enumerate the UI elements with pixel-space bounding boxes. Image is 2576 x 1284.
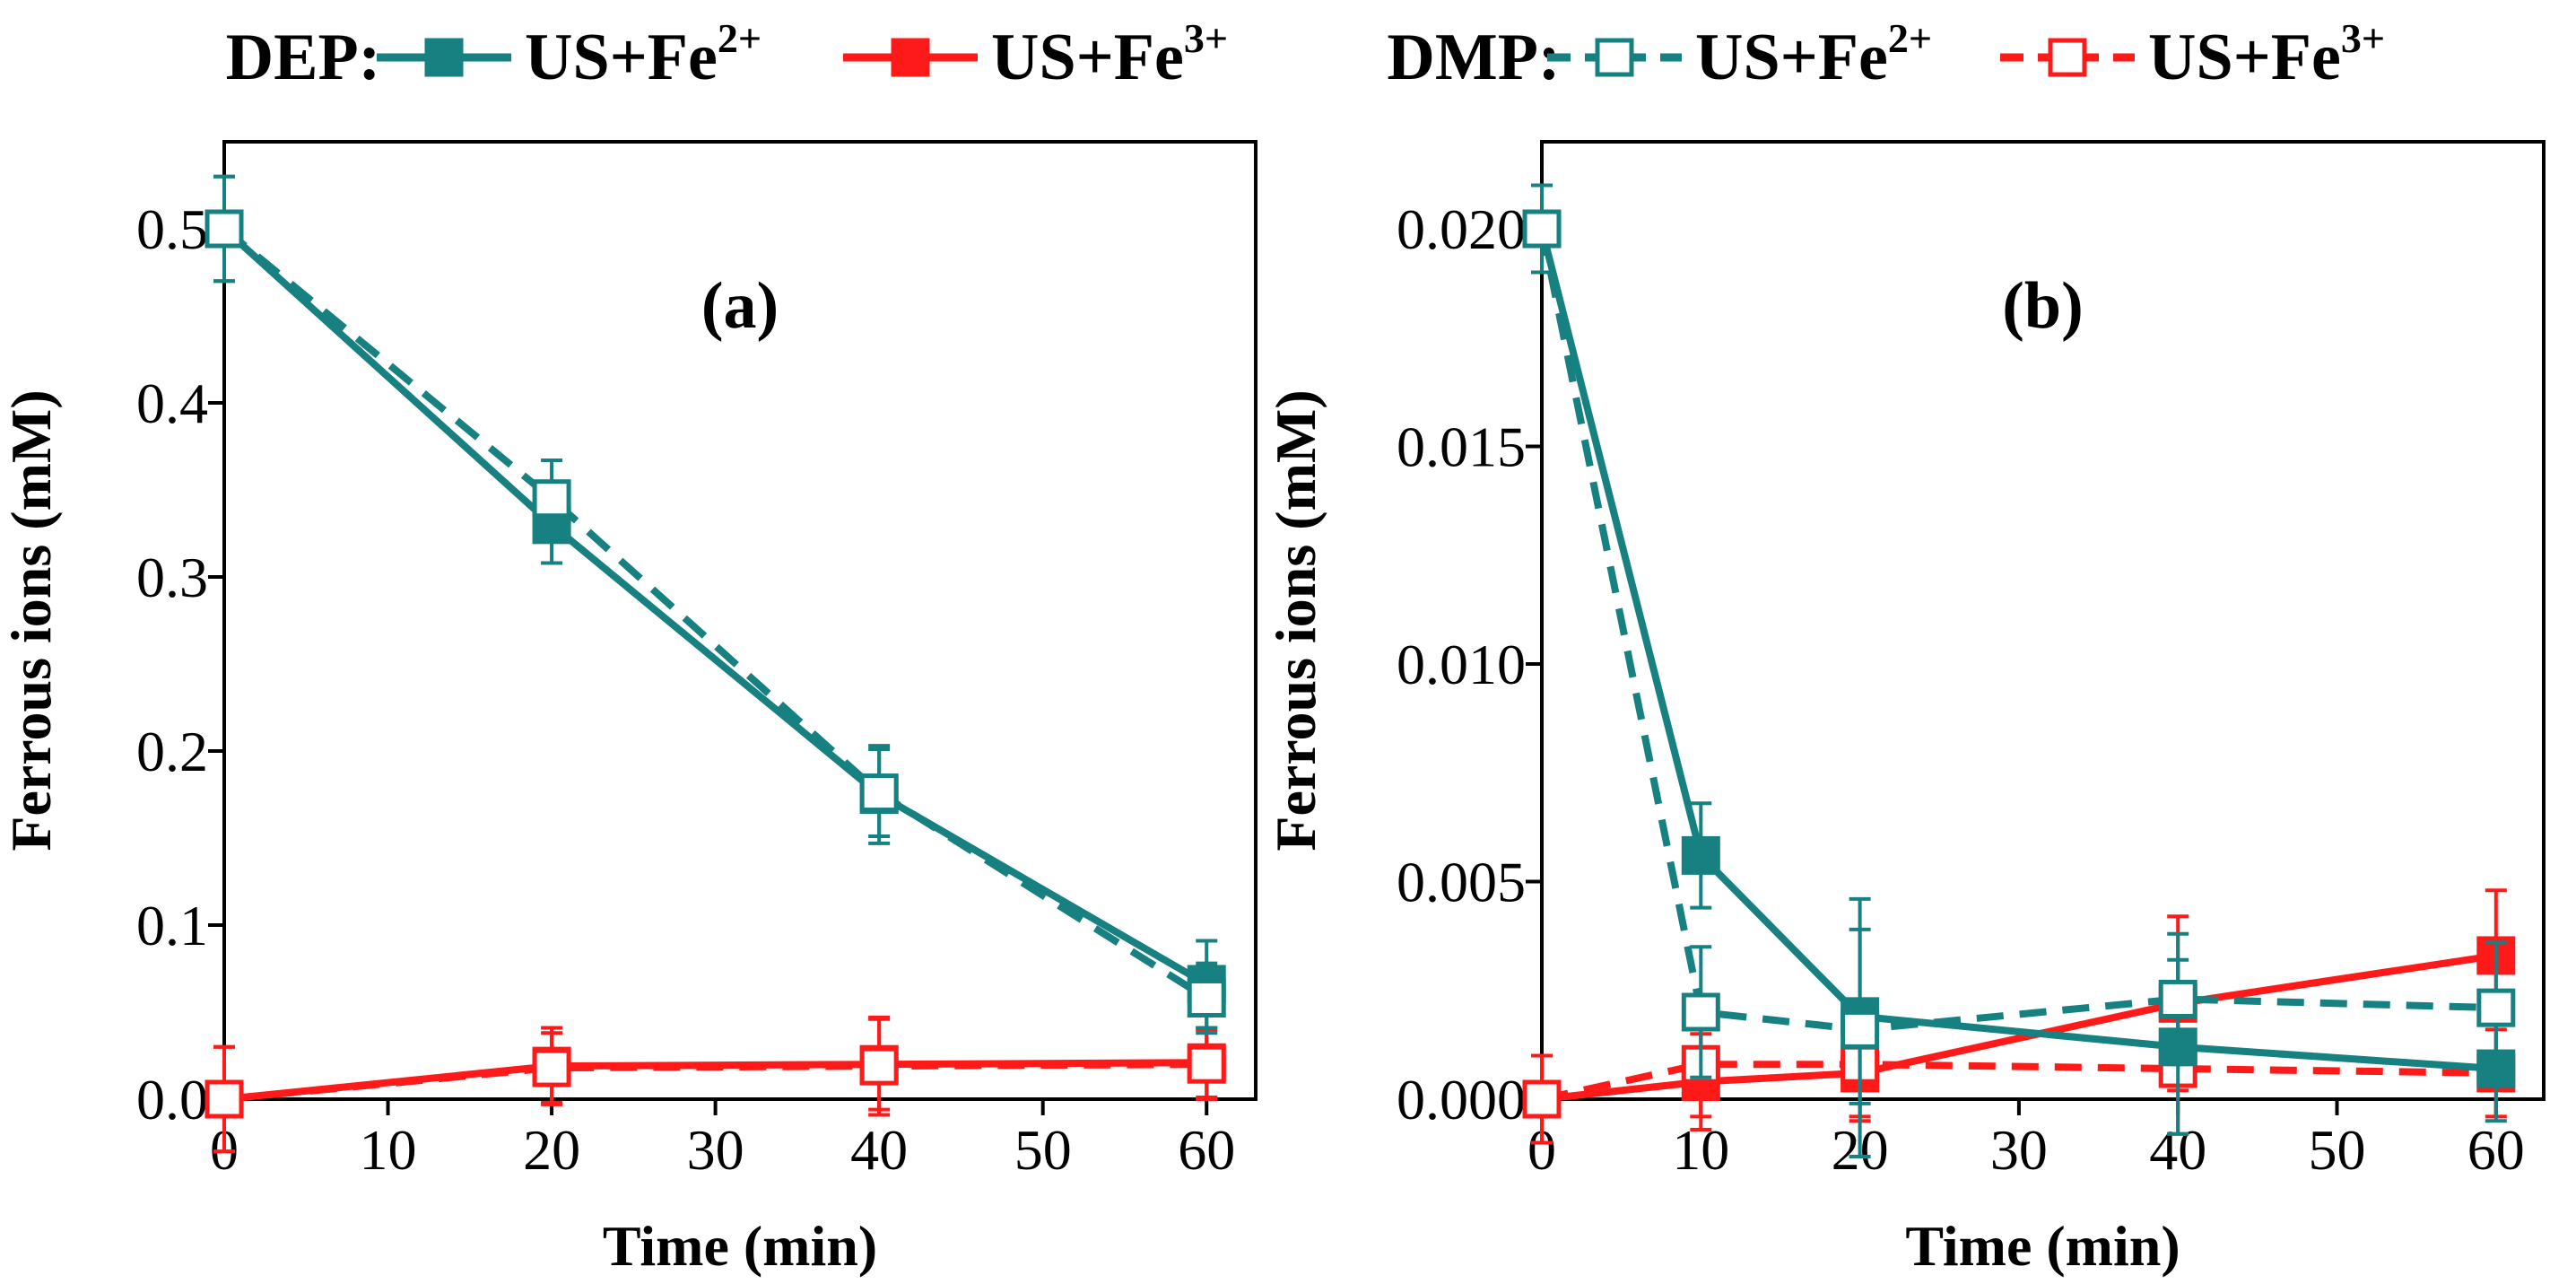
panel-b: 0 10 20 30 40 50 600.0000.0050.0100.0150.020Ti… bbox=[1264, 140, 2546, 1278]
legend-entry-dep-usplusfe3plus: US+Fe3+ bbox=[843, 15, 1228, 94]
series-line bbox=[222, 226, 1209, 988]
series-dmp-usplusfe2plus bbox=[1522, 183, 2516, 1159]
x-tick-label: 30 bbox=[687, 1118, 744, 1182]
legend-group-dep: DEP: US+Fe2+ US+Fe3+ bbox=[226, 15, 1228, 94]
plot-frame bbox=[1540, 140, 2546, 1101]
series-dmp-usplusfe2plus bbox=[205, 174, 1226, 1035]
series-line bbox=[223, 1061, 1207, 1103]
x-tick-label: 20 bbox=[523, 1118, 580, 1182]
data-point bbox=[859, 1046, 899, 1086]
y-axis-title: Ferrous ions (mM) bbox=[1264, 389, 1327, 851]
x-tick-label: 40 bbox=[850, 1118, 908, 1182]
x-tick-label: 10 bbox=[360, 1118, 417, 1182]
data-point bbox=[1681, 992, 1720, 1032]
data-point bbox=[2476, 988, 2516, 1027]
data-point bbox=[1522, 1079, 1562, 1119]
legend-entry-dmp-usplusfe2plus: US+Fe2+ bbox=[1547, 15, 1932, 94]
data-point bbox=[2158, 979, 2197, 1018]
x-axis-title: Time (min) bbox=[603, 1214, 877, 1278]
panel-label: (a) bbox=[701, 269, 779, 343]
y-tick-label: 0.000 bbox=[1397, 1068, 1526, 1131]
y-tick-label: 0.020 bbox=[1397, 197, 1526, 261]
legend-label: US+Fe3+ bbox=[991, 15, 1228, 94]
x-tick-label: 50 bbox=[2309, 1118, 2366, 1182]
legend-entry-dep-usplusfe2plus: US+Fe2+ bbox=[377, 15, 761, 94]
legend-label-text: US+Fe bbox=[2148, 21, 2341, 94]
series-dmp-usplusfe3plus bbox=[205, 1015, 1226, 1154]
data-point bbox=[859, 773, 899, 813]
legend-group-label: DMP: bbox=[1387, 21, 1560, 94]
y-tick-label: 0.3 bbox=[136, 546, 208, 609]
data-point bbox=[1841, 1009, 1880, 1049]
y-tick-label: 0.2 bbox=[136, 720, 208, 783]
y-tick-label: 0.005 bbox=[1397, 851, 1526, 914]
legend-label-sup: 2+ bbox=[1888, 15, 1932, 61]
plot-frame bbox=[222, 140, 1258, 1101]
legend-marker bbox=[2048, 38, 2087, 77]
y-tick-label: 0.010 bbox=[1397, 633, 1526, 696]
y-tick-label: 0.0 bbox=[136, 1068, 208, 1131]
y-tick-label: 0.015 bbox=[1397, 415, 1526, 479]
data-point bbox=[532, 479, 571, 519]
x-tick-label: 30 bbox=[1990, 1118, 2048, 1182]
legend-label-sup: 2+ bbox=[718, 15, 761, 61]
data-point bbox=[532, 1048, 571, 1087]
x-tick-label: 60 bbox=[2467, 1118, 2525, 1182]
y-axis-title: Ferrous ions (mM) bbox=[0, 389, 63, 851]
legend-label-text: US+Fe bbox=[991, 21, 1184, 94]
x-axis-title: Time (min) bbox=[1905, 1214, 2180, 1278]
legend-marker bbox=[424, 38, 464, 77]
y-tick-label: 0.4 bbox=[136, 371, 208, 435]
data-point bbox=[1681, 835, 1720, 875]
data-point bbox=[1522, 209, 1562, 249]
series-line bbox=[1538, 228, 2496, 1034]
data-point bbox=[205, 209, 244, 249]
series-line bbox=[1538, 228, 2497, 1073]
legend: DEP: US+Fe2+ US+Fe3+ DMP: US+Fe2+ US+Fe3+ bbox=[226, 15, 2385, 94]
legend-label-sup: 3+ bbox=[2341, 15, 2385, 61]
data-point bbox=[1187, 1044, 1226, 1084]
x-tick-label: 60 bbox=[1178, 1118, 1235, 1182]
data-point bbox=[205, 1079, 244, 1119]
legend-marker bbox=[1595, 38, 1634, 77]
legend-marker bbox=[891, 38, 930, 77]
legend-label: US+Fe3+ bbox=[2148, 15, 2385, 94]
panel-label: (b) bbox=[2002, 269, 2083, 343]
legend-group-label: DEP: bbox=[226, 21, 381, 94]
y-tick-label: 0.1 bbox=[136, 894, 208, 957]
legend-label-text: US+Fe bbox=[1695, 21, 1888, 94]
series-line bbox=[222, 225, 1209, 1001]
legend-label-text: US+Fe bbox=[525, 21, 718, 94]
legend-group-dmp: DMP: US+Fe2+ US+Fe3+ bbox=[1387, 15, 2385, 94]
legend-label: US+Fe2+ bbox=[525, 15, 761, 94]
x-tick-label: 50 bbox=[1014, 1118, 1072, 1182]
legend-label: US+Fe2+ bbox=[1695, 15, 1932, 94]
legend-label-sup: 3+ bbox=[1184, 15, 1228, 61]
legend-entry-dmp-usplusfe3plus: US+Fe3+ bbox=[2000, 15, 2385, 94]
y-tick-label: 0.5 bbox=[136, 197, 208, 261]
data-point bbox=[1187, 978, 1226, 1018]
